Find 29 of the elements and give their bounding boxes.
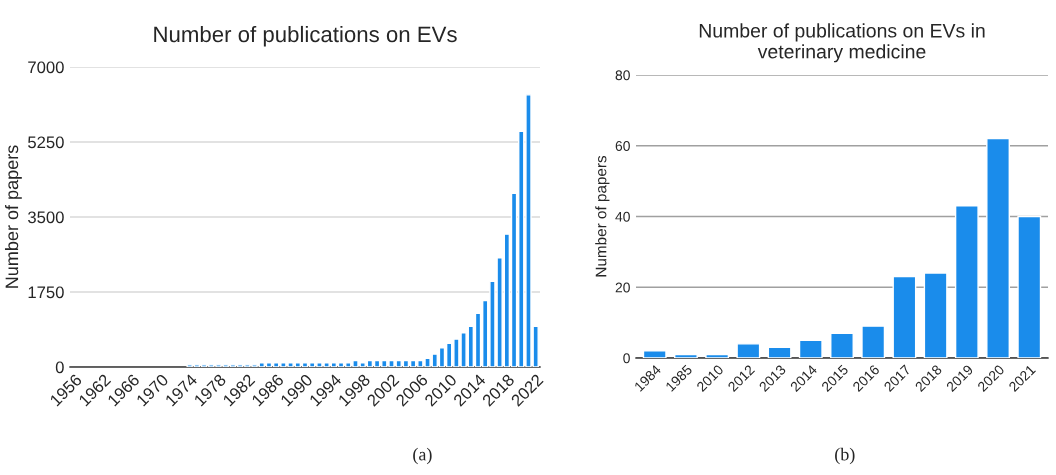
chart-title: Number of publications on EVs (154, 25, 457, 47)
y-tick-label: 3500 (28, 211, 64, 224)
y-tick-label: 1750 (28, 286, 64, 299)
y-tick-label: 7000 (28, 61, 64, 74)
bar (705, 353, 730, 358)
bar (1017, 215, 1042, 358)
bar (892, 275, 917, 358)
y-tick-label: 40 (615, 211, 630, 222)
y-tick-label: 0 (55, 361, 64, 374)
bar (642, 350, 667, 358)
bar (861, 325, 886, 358)
bar (954, 205, 979, 358)
y-tick-label: 80 (615, 70, 630, 81)
y-axis-title: Number of papers (595, 155, 610, 277)
bar (923, 272, 948, 358)
bar (736, 343, 761, 358)
y-tick-label: 60 (615, 141, 630, 151)
y-axis-title: Number of papers (4, 145, 22, 288)
y-tick-label: 5250 (28, 136, 64, 149)
bar (798, 339, 823, 358)
bar (674, 353, 698, 358)
y-tick-label: 0 (623, 353, 630, 364)
text: (b) (835, 447, 855, 465)
y-tick-label: 20 (615, 282, 630, 293)
bar (986, 137, 1010, 358)
bar (830, 332, 854, 358)
bar (767, 346, 792, 358)
chart-title: Number of publications on EVs in veterinary medicine (699, 23, 985, 63)
text: (a) (413, 447, 432, 465)
